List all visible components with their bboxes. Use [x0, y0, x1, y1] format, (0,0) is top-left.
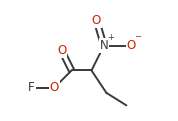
Text: −: − [134, 33, 141, 42]
Text: O: O [49, 81, 59, 94]
Text: N: N [100, 39, 108, 52]
Text: O: O [92, 14, 101, 27]
Text: +: + [107, 33, 114, 42]
Text: O: O [57, 44, 66, 57]
Text: O: O [127, 39, 136, 52]
Text: F: F [28, 81, 35, 94]
